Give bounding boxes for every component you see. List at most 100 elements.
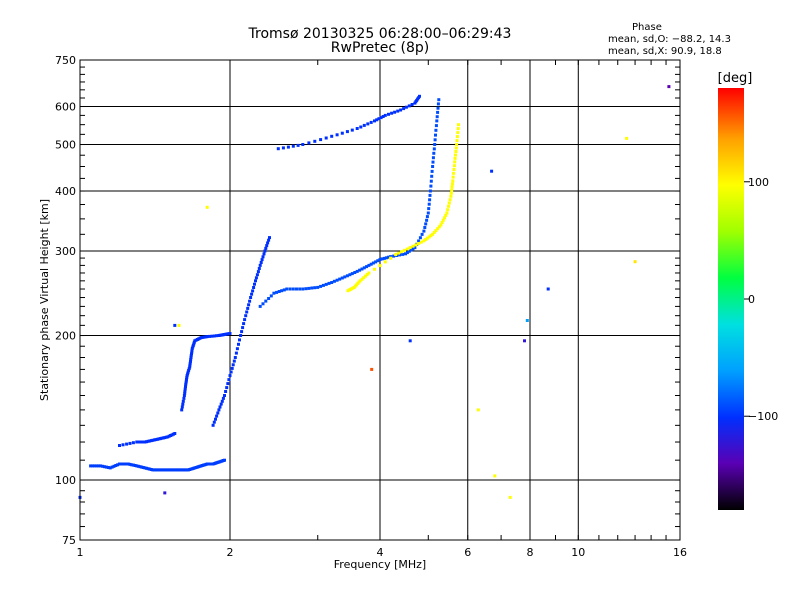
data-point [358, 279, 362, 283]
data-point [397, 251, 401, 255]
data-point [281, 146, 285, 150]
data-point [523, 339, 526, 343]
data-point [436, 106, 440, 110]
data-point [184, 385, 187, 389]
data-point [387, 112, 390, 116]
data-point [268, 236, 271, 240]
data-point [426, 211, 430, 215]
data-point [189, 357, 193, 361]
data-point [429, 234, 433, 238]
data-point [291, 144, 295, 148]
data-point [130, 463, 134, 467]
data-point [448, 198, 452, 202]
data-point [419, 240, 423, 244]
x-tick-label: 4 [377, 546, 384, 559]
chart-subtitle: RwPretec (8p) [330, 40, 430, 56]
data-point [408, 339, 412, 343]
data-point [409, 248, 413, 252]
data-point [219, 402, 223, 406]
data-point [192, 342, 196, 346]
data-point [277, 290, 281, 293]
data-point [369, 120, 373, 124]
data-point [378, 264, 382, 268]
data-point [381, 115, 385, 118]
data-point [148, 467, 152, 471]
data-point [233, 356, 237, 359]
data-point [182, 394, 186, 397]
data-point [211, 423, 215, 427]
data-point [345, 274, 349, 278]
data-point [183, 389, 187, 393]
data-point [330, 134, 334, 138]
data-point [439, 223, 443, 227]
data-point [189, 359, 192, 363]
data-point [151, 438, 155, 442]
data-point [378, 258, 382, 261]
data-point [433, 138, 437, 142]
data-point [264, 299, 268, 303]
data-point [625, 136, 629, 140]
data-point [256, 270, 260, 274]
data-point [394, 253, 398, 256]
data-point [389, 255, 393, 259]
data-point [258, 304, 262, 308]
data-point [229, 370, 233, 374]
data-point [546, 287, 550, 291]
data-point [104, 465, 108, 469]
data-point [180, 408, 184, 412]
data-point [231, 363, 235, 367]
data-point [358, 268, 362, 272]
data-point [452, 171, 456, 175]
data-point [455, 135, 459, 139]
data-point [389, 256, 393, 260]
data-point [332, 279, 336, 283]
data-point [392, 254, 396, 258]
y-tick-label: 750 [55, 54, 76, 67]
data-point [217, 408, 221, 412]
data-point [208, 334, 212, 338]
data-point [183, 391, 187, 395]
data-point [223, 394, 226, 397]
data-point [340, 276, 344, 280]
data-point [432, 147, 436, 151]
data-point [411, 247, 415, 251]
data-point [138, 440, 142, 444]
data-point [89, 464, 93, 468]
data-point [366, 122, 370, 126]
data-point [370, 367, 374, 371]
data-point [252, 286, 256, 289]
data-point [402, 107, 406, 111]
colorbar-tick-label: −100 [748, 410, 778, 423]
data-point [205, 205, 209, 209]
data-point [383, 260, 387, 264]
data-point [457, 123, 460, 127]
data-point [182, 396, 186, 400]
data-point [450, 185, 454, 189]
data-point [428, 193, 432, 197]
data-point [427, 207, 431, 211]
y-axis-label: Stationary phase Virtual Height [km] [38, 199, 51, 401]
data-point [436, 110, 440, 114]
data-point [118, 444, 121, 447]
data-point [444, 213, 448, 217]
data-point [476, 408, 480, 412]
data-point [214, 417, 217, 421]
x-axis-ticks: 1 2 4 6 8 10 16 [77, 60, 687, 559]
data-point [400, 250, 404, 254]
data-point [423, 226, 427, 229]
data-point [238, 338, 241, 342]
data-point [376, 259, 380, 263]
data-point [508, 495, 512, 499]
data-point [451, 179, 455, 183]
data-point [143, 440, 147, 444]
data-point [430, 169, 434, 173]
data-point [355, 127, 359, 130]
data-point [245, 310, 249, 314]
data-point [141, 466, 145, 469]
data-point [241, 326, 245, 330]
data-point [237, 342, 240, 346]
data-point [186, 372, 190, 376]
data-point [380, 257, 384, 261]
data-point [348, 273, 352, 277]
data-point [455, 143, 459, 146]
